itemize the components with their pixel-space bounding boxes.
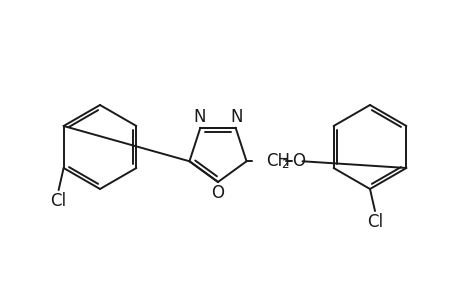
Text: CH: CH xyxy=(266,152,290,170)
Text: Cl: Cl xyxy=(366,213,382,231)
Text: N: N xyxy=(230,108,242,126)
Text: 2: 2 xyxy=(280,158,288,171)
Text: O: O xyxy=(292,152,305,170)
Text: Cl: Cl xyxy=(50,192,67,210)
Text: N: N xyxy=(193,108,205,126)
Text: O: O xyxy=(211,184,224,202)
